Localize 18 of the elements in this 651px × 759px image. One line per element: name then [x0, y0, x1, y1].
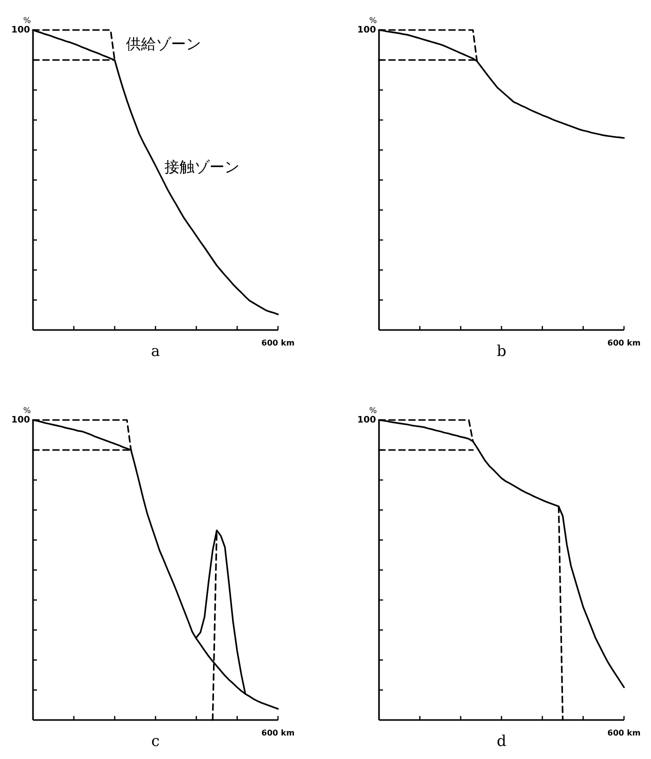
- text: 600 km: [607, 728, 641, 738]
- x-axis-title: d: [496, 732, 507, 750]
- annotation: 接触ゾーン: [164, 158, 240, 176]
- y-axis-title: %: [369, 16, 378, 25]
- x-axis-title: a: [151, 342, 160, 360]
- text: 600 km: [607, 338, 641, 348]
- annotation: 供給ゾーン: [126, 35, 202, 54]
- text: 600 km: [261, 338, 295, 348]
- text: 100: [357, 415, 376, 426]
- y-axis-title: %: [23, 406, 32, 415]
- y-axis-title: %: [369, 406, 378, 415]
- text: 600 km: [261, 728, 295, 738]
- y-axis-title: %: [23, 16, 32, 25]
- text: 100: [11, 415, 30, 426]
- text: 100: [11, 25, 30, 36]
- x-axis-title: c: [151, 732, 160, 750]
- x-axis-title: b: [496, 342, 506, 360]
- text: 100: [357, 25, 376, 36]
